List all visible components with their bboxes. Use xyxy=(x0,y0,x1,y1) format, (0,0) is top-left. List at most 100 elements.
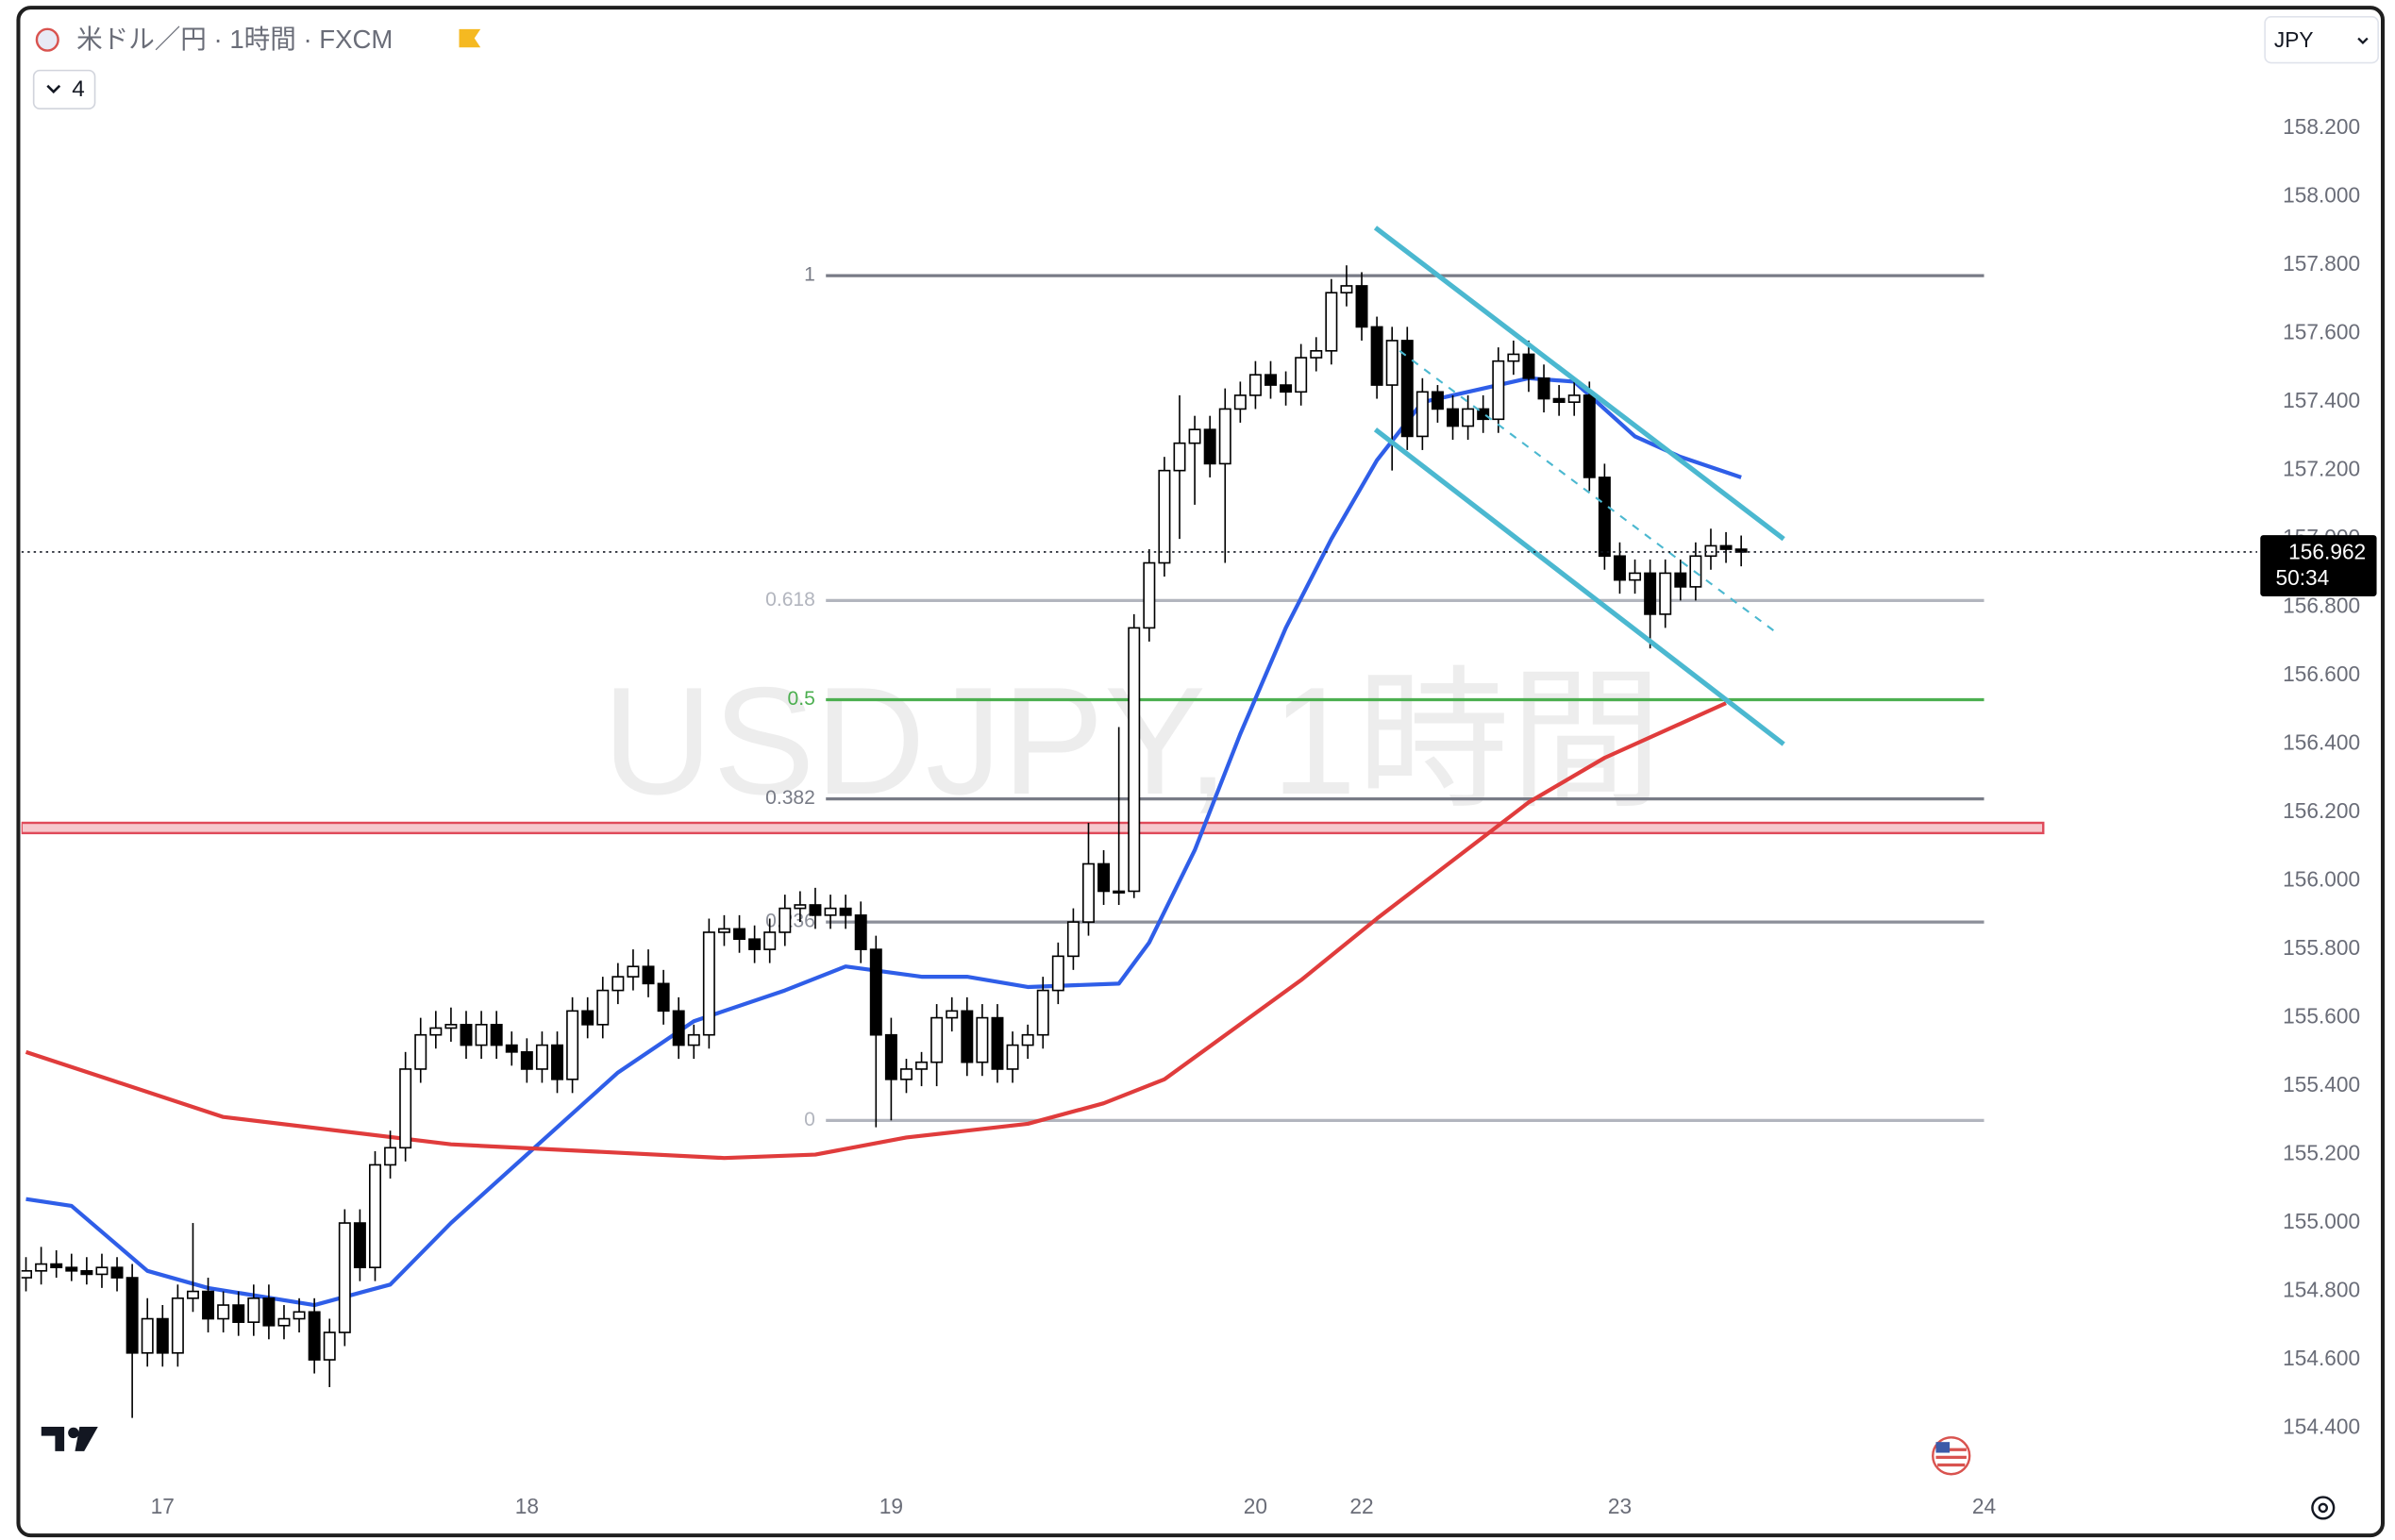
indicator-count: 4 xyxy=(72,76,85,102)
candle-body xyxy=(50,1263,63,1268)
candle-body xyxy=(930,1016,944,1063)
candle-body xyxy=(1598,477,1611,558)
candle-body xyxy=(475,1024,488,1046)
candle-body xyxy=(1644,572,1657,615)
candle-body xyxy=(657,982,670,1013)
x-tick-label: 19 xyxy=(879,1494,903,1518)
candle-body xyxy=(1264,374,1277,386)
candle-body xyxy=(1462,408,1475,427)
settings-icon[interactable] xyxy=(2311,1496,2336,1520)
candle-body xyxy=(202,1290,215,1320)
channel-line xyxy=(1373,226,1785,542)
candle-body xyxy=(717,928,730,933)
fib-label: 0.382 xyxy=(765,787,815,809)
candle-body xyxy=(65,1266,78,1272)
candle-body xyxy=(1128,627,1141,893)
candle-body xyxy=(824,907,837,916)
axes: 154.400 154.600 154.800 155.000 155.200 155.4… xyxy=(151,114,2360,1518)
candle-body xyxy=(1355,285,1368,328)
candle-body xyxy=(1006,1044,1019,1070)
candle-body xyxy=(21,1269,33,1279)
candle-body xyxy=(1567,394,1581,403)
candle-body xyxy=(35,1263,48,1272)
candle-body xyxy=(262,1297,276,1327)
candle-body xyxy=(1719,544,1733,550)
y-tick-label: 154.400 xyxy=(2283,1414,2360,1439)
y-tick-label: 156.800 xyxy=(2283,594,2360,618)
candle-body xyxy=(1629,572,1642,581)
candle-body xyxy=(399,1068,412,1149)
us-flag-icon[interactable] xyxy=(1932,1436,1971,1476)
candle-body xyxy=(1431,391,1444,410)
candle-body xyxy=(1325,292,1338,352)
indicator-toggle[interactable] xyxy=(32,69,96,109)
y-tick-label: 157.600 xyxy=(2283,320,2360,344)
chevron-icon xyxy=(46,84,61,94)
candle-body xyxy=(186,1290,199,1299)
candle-body xyxy=(1400,340,1414,438)
candle-body xyxy=(490,1024,503,1046)
x-tick-label: 18 xyxy=(515,1494,539,1518)
candle-body xyxy=(581,1010,595,1026)
y-tick-label: 156.000 xyxy=(2283,867,2360,892)
tv-logo[interactable] xyxy=(41,1426,98,1451)
y-tick-label: 157.200 xyxy=(2283,457,2360,481)
currency-select[interactable] xyxy=(2264,16,2379,64)
candle-body xyxy=(232,1304,245,1323)
x-tick-label: 24 xyxy=(1972,1494,1996,1518)
candle-body xyxy=(1280,384,1293,393)
flag-icon xyxy=(459,28,481,48)
symbol-icon xyxy=(35,27,59,52)
candle-body xyxy=(1082,862,1095,923)
candle-body xyxy=(1113,890,1126,894)
candle-body xyxy=(1659,572,1672,615)
moving-average-line xyxy=(25,376,1742,1308)
y-tick-label: 156.600 xyxy=(2283,661,2360,686)
candle-body xyxy=(779,907,792,933)
candle-body xyxy=(1248,374,1262,396)
last-price-label: 156.962 xyxy=(2288,540,2366,564)
candle-body xyxy=(1583,394,1596,478)
candle-body xyxy=(763,931,777,950)
candle-body xyxy=(1310,349,1323,359)
candle-body xyxy=(1218,408,1231,465)
y-tick-label: 156.400 xyxy=(2283,730,2360,755)
candle-body xyxy=(596,989,610,1026)
candle-body xyxy=(1051,955,1064,992)
x-tick-label: 22 xyxy=(1349,1494,1373,1518)
fib-label: 0.618 xyxy=(765,589,815,611)
y-tick-label: 155.800 xyxy=(2283,935,2360,960)
candle-body xyxy=(293,1311,306,1320)
y-tick-label: 157.400 xyxy=(2283,388,2360,412)
y-tick-label: 154.800 xyxy=(2283,1278,2360,1302)
y-tick-label: 154.600 xyxy=(2283,1346,2360,1370)
candle-body xyxy=(1021,1033,1034,1046)
candle-body xyxy=(1385,340,1398,386)
x-tick-label: 20 xyxy=(1244,1494,1267,1518)
chart-title[interactable]: 米ドル／円 · 1時間 · FXCM xyxy=(76,25,393,54)
candle-body xyxy=(702,931,715,1036)
candle-body xyxy=(338,1222,351,1333)
candle-body xyxy=(505,1044,518,1053)
channel-line xyxy=(1373,427,1785,746)
candle-body xyxy=(976,1016,989,1063)
candle-body xyxy=(1492,360,1505,421)
candle-body xyxy=(1066,921,1080,958)
fib-label: 1 xyxy=(804,264,815,286)
fib-label: 0.5 xyxy=(788,688,815,710)
candle-body xyxy=(1188,428,1201,444)
candle-body xyxy=(156,1317,169,1354)
candle-body xyxy=(1537,377,1550,400)
candle-body xyxy=(1734,548,1748,553)
fib-label: 0 xyxy=(804,1109,815,1130)
candle-body xyxy=(520,1051,533,1070)
currency-label: JPY xyxy=(2274,27,2314,52)
candle-body xyxy=(277,1317,291,1327)
candle-body xyxy=(627,965,640,978)
candle-body xyxy=(1203,428,1216,465)
candle-body xyxy=(642,965,655,985)
candle-body xyxy=(1340,285,1353,294)
moving-average-line xyxy=(25,701,1727,1161)
